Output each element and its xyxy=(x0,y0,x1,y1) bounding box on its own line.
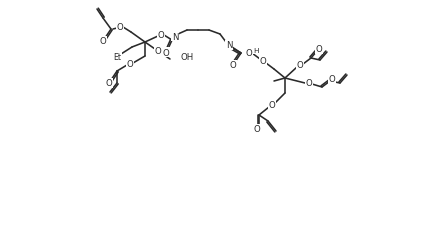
Text: O: O xyxy=(117,24,124,32)
Text: O: O xyxy=(158,31,165,40)
Text: O: O xyxy=(329,75,335,84)
Text: O: O xyxy=(155,47,162,56)
Text: O: O xyxy=(162,48,169,57)
Text: O: O xyxy=(297,61,303,70)
Text: N: N xyxy=(226,41,232,50)
Text: O: O xyxy=(126,60,133,69)
Text: O: O xyxy=(100,37,106,46)
Text: H: H xyxy=(253,48,259,54)
Text: Et: Et xyxy=(113,52,121,61)
Text: O: O xyxy=(316,45,322,54)
Text: O: O xyxy=(106,79,113,88)
Text: O: O xyxy=(230,61,236,70)
Text: O: O xyxy=(254,125,261,134)
Text: O: O xyxy=(246,48,253,57)
Text: O: O xyxy=(306,79,312,88)
Text: N: N xyxy=(172,32,178,41)
Text: O: O xyxy=(260,57,266,66)
Text: OH: OH xyxy=(180,52,194,61)
Text: O: O xyxy=(269,101,275,110)
